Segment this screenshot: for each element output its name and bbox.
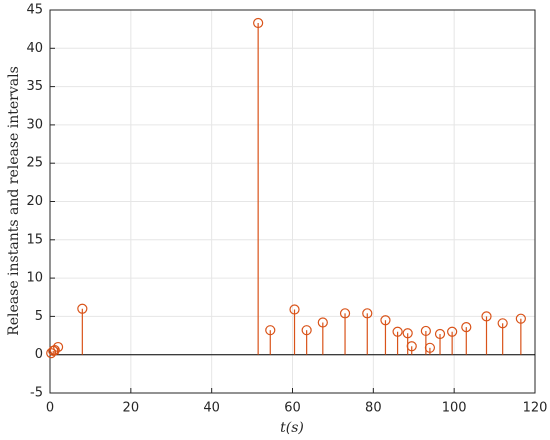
y-tick-label: 15 — [26, 232, 43, 247]
y-axis-label: Release instants and release intervals — [6, 66, 22, 336]
stem-marker — [52, 341, 64, 353]
stem-marker — [362, 308, 373, 319]
y-tick-label: 10 — [26, 271, 43, 286]
stem-marker — [402, 328, 413, 339]
stem-marker — [46, 348, 57, 359]
y-tick-label: 30 — [26, 117, 43, 132]
stem-marker — [420, 325, 431, 337]
y-tick-label: 0 — [35, 347, 43, 362]
stem-marker — [447, 326, 458, 337]
stem-marker — [434, 328, 446, 340]
x-tick-label: 60 — [284, 401, 301, 416]
y-tick-label: -5 — [30, 386, 43, 401]
y-tick-label: 45 — [26, 3, 43, 18]
stem-marker — [481, 311, 492, 322]
stem-marker — [497, 318, 508, 329]
stem-marker — [317, 317, 328, 328]
y-tick-label: 25 — [26, 156, 43, 171]
stem-marker — [515, 313, 526, 324]
stem-marker — [424, 342, 436, 353]
stem-marker — [461, 322, 472, 333]
x-tick-label: 100 — [442, 401, 467, 416]
x-tick-label: 80 — [365, 401, 382, 416]
y-tick-label: 35 — [26, 79, 43, 94]
x-axis-label: t(s) — [280, 420, 304, 436]
stem-marker — [392, 326, 403, 337]
stem-marker — [77, 303, 88, 314]
y-tick-label: 20 — [26, 194, 43, 209]
stem-marker — [49, 345, 60, 356]
stem-marker — [380, 315, 391, 326]
y-tick-label: 5 — [35, 309, 43, 324]
x-tick-label: 20 — [123, 401, 140, 416]
stem-marker — [301, 325, 312, 336]
stem-marker — [253, 17, 264, 29]
y-tick-label: 40 — [26, 41, 43, 56]
x-tick-label: 120 — [523, 401, 548, 416]
x-tick-label: 40 — [203, 401, 220, 416]
plot-frame — [49, 9, 536, 394]
stem-marker — [289, 304, 300, 315]
x-tick-label: 0 — [46, 401, 54, 416]
stem-marker — [265, 325, 276, 336]
stem-marker — [406, 341, 417, 352]
stem-marker — [339, 308, 351, 319]
